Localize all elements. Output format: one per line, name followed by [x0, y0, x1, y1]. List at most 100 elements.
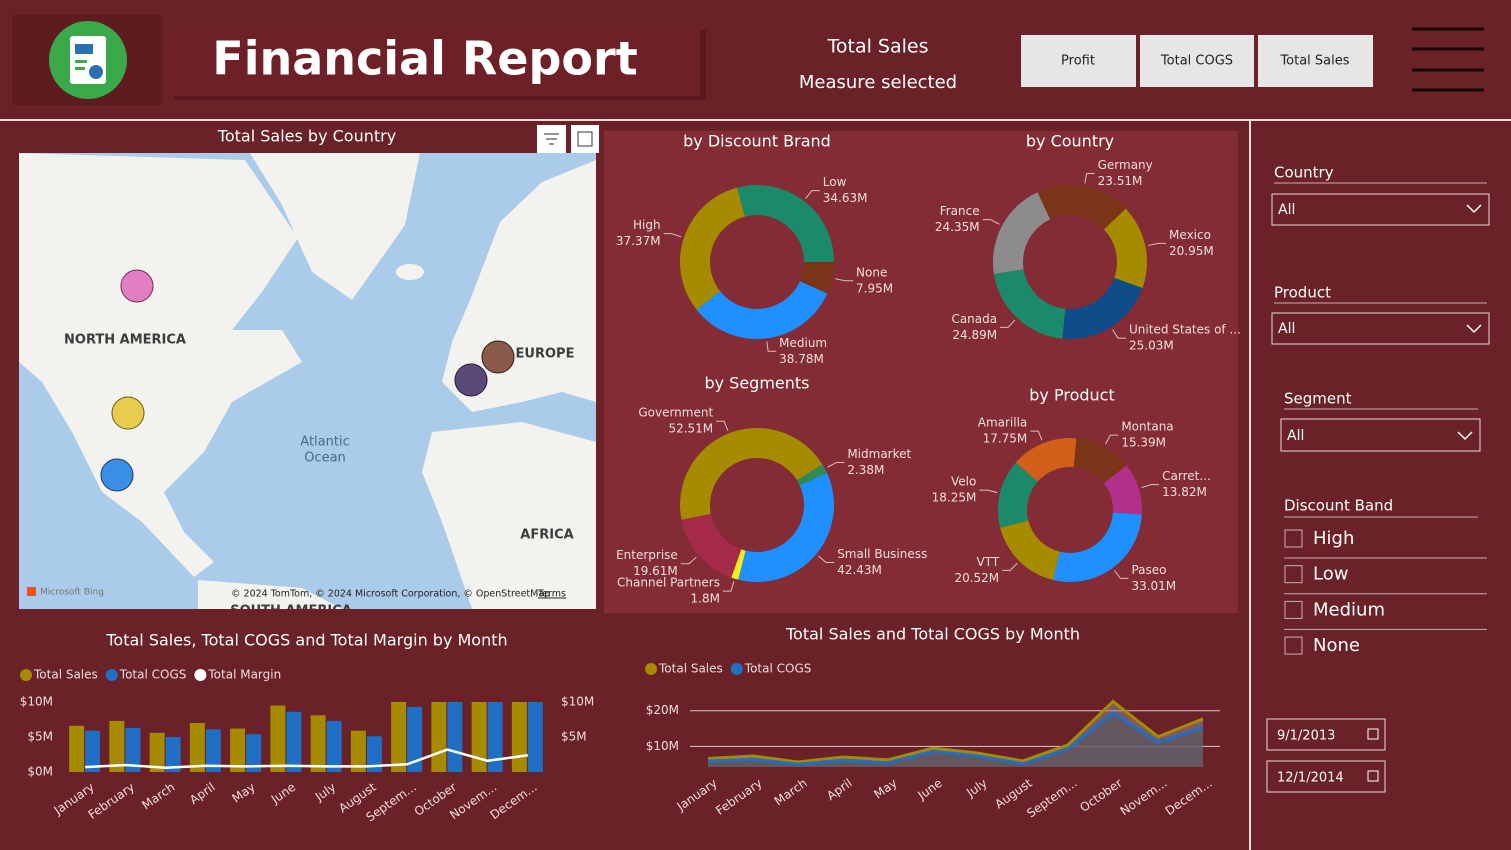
- button-bg[interactable]: [1140, 35, 1254, 87]
- bar: [270, 705, 286, 772]
- dropdown[interactable]: [1280, 418, 1481, 452]
- map-bubble[interactable]: [454, 363, 488, 397]
- title-box: [170, 26, 700, 96]
- slicer-title: Segment: [1284, 390, 1352, 408]
- y-tick-label: $10M: [646, 739, 679, 753]
- checkbox[interactable]: [1284, 636, 1303, 655]
- date-box[interactable]: [1266, 760, 1386, 793]
- menu-icon[interactable]: [1412, 27, 1484, 92]
- date-box[interactable]: [1266, 718, 1386, 751]
- map-bubble[interactable]: [111, 396, 145, 430]
- focus-icon[interactable]: [571, 125, 599, 153]
- donut-slice: [799, 262, 834, 294]
- donut-slice: [731, 549, 746, 580]
- logo-line: [75, 60, 87, 63]
- leader-line: [1002, 562, 1018, 571]
- slice-value: 20.95M: [1169, 244, 1214, 258]
- option-label[interactable]: Medium: [1313, 599, 1385, 620]
- bar: [189, 723, 205, 772]
- legend-marker: [194, 669, 207, 681]
- y-tick-label: $10M: [20, 695, 53, 709]
- leader-line: [818, 555, 835, 564]
- calendar-icon[interactable]: [1367, 728, 1379, 740]
- chevron[interactable]: [1466, 204, 1482, 214]
- map-bubble[interactable]: [100, 458, 134, 492]
- dropdown-value[interactable]: All: [1287, 428, 1304, 444]
- leader-line: [1112, 329, 1127, 339]
- donut-slice: [1073, 438, 1127, 484]
- donut-slice: [998, 462, 1038, 528]
- map-bubble[interactable]: [481, 340, 515, 374]
- slicer-title: Discount Band: [1284, 497, 1393, 515]
- chevron[interactable]: [1457, 431, 1473, 441]
- legend-label: Total COGS: [119, 668, 187, 682]
- slice-label: High: [633, 218, 661, 232]
- slice-value: 17.75M: [983, 432, 1028, 446]
- date-value[interactable]: 12/1/2014: [1277, 771, 1344, 786]
- map-brand-logo: [27, 587, 36, 596]
- bar: [391, 702, 407, 772]
- button-bg[interactable]: [1021, 35, 1136, 87]
- slice-value: 38.78M: [779, 352, 824, 366]
- measure-button[interactable]: Total COGS: [1140, 35, 1254, 87]
- bar: [286, 711, 302, 772]
- button-label[interactable]: Total COGS: [1160, 54, 1233, 69]
- chart-title: by Country: [1026, 132, 1114, 151]
- dropdown-value[interactable]: All: [1278, 202, 1295, 218]
- slice-value: 18.25M: [932, 491, 977, 505]
- button-bg[interactable]: [1258, 35, 1373, 87]
- chart-title: Total Sales and Total COGS by Month: [785, 625, 1080, 644]
- land: [422, 422, 596, 609]
- option-label[interactable]: Low: [1313, 564, 1348, 585]
- leader-line: [680, 556, 697, 565]
- area: [708, 712, 1203, 767]
- checkbox[interactable]: [1284, 600, 1303, 619]
- leader-line: [1105, 434, 1119, 445]
- measure-button[interactable]: Total Sales: [1258, 35, 1373, 87]
- slice-value: 7.95M: [856, 281, 893, 295]
- land: [19, 153, 302, 577]
- slice-label: Velo: [951, 475, 976, 489]
- date-value[interactable]: 9/1/2013: [1277, 729, 1335, 744]
- donut-slice: [1015, 438, 1077, 482]
- slice-label: Canada: [951, 312, 997, 326]
- leader-line: [827, 462, 845, 468]
- slice-value: 13.82M: [1162, 485, 1207, 499]
- dropdown[interactable]: [1271, 193, 1490, 226]
- button-label[interactable]: Profit: [1061, 54, 1095, 69]
- logo-chart: [75, 44, 93, 54]
- map-label: EUROPE: [516, 347, 575, 362]
- slice-value: 34.63M: [823, 191, 868, 205]
- checkbox[interactable]: [1284, 529, 1303, 548]
- map-terms[interactable]: Terms: [537, 589, 566, 600]
- option-label[interactable]: High: [1313, 528, 1354, 549]
- slice-value: 42.43M: [837, 563, 882, 577]
- filter-glyph[interactable]: [544, 133, 559, 145]
- donut-slice: [796, 464, 828, 486]
- chart-title: by Segments: [704, 374, 809, 393]
- bar: [230, 728, 246, 772]
- map-bubble[interactable]: [120, 269, 154, 303]
- option-label[interactable]: None: [1313, 635, 1360, 656]
- leader-line: [663, 233, 682, 238]
- dropdown[interactable]: [1271, 312, 1490, 345]
- measure-button[interactable]: Profit: [1021, 35, 1136, 87]
- map-label: SOUTH AMERICA: [230, 604, 352, 619]
- line: [707, 699, 1204, 764]
- focus-glyph[interactable]: [577, 131, 593, 147]
- leader-line: [979, 489, 998, 493]
- calendar-icon[interactable]: [1367, 770, 1379, 782]
- slicer-title: Product: [1274, 284, 1331, 302]
- bar: [471, 702, 487, 772]
- bar: [511, 702, 527, 772]
- donut-slice: [681, 513, 742, 578]
- slice-label: Enterprise: [616, 548, 678, 562]
- slice-label: Government: [638, 406, 713, 420]
- donut-slice: [993, 192, 1051, 274]
- slice-label: Paseo: [1131, 563, 1166, 577]
- slice-value: 20.52M: [954, 571, 999, 585]
- button-label[interactable]: Total Sales: [1279, 54, 1349, 69]
- checkbox[interactable]: [1284, 565, 1303, 584]
- dropdown-value[interactable]: All: [1278, 321, 1295, 337]
- chevron[interactable]: [1466, 324, 1482, 334]
